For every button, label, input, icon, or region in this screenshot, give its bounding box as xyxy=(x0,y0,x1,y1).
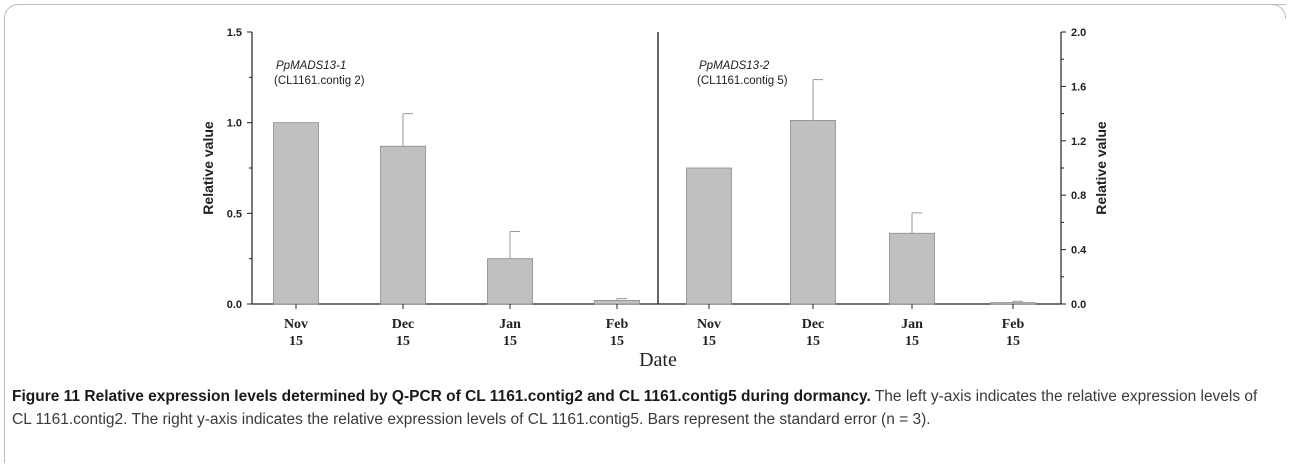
x-tick-label-day: 15 xyxy=(905,334,919,349)
x-tick-label: Feb xyxy=(606,317,629,332)
bar xyxy=(790,120,836,305)
y-tick-label: 2.0 xyxy=(1071,27,1086,39)
left-y-axis-label: Relative value xyxy=(200,121,216,215)
x-tick-label: Jan xyxy=(499,317,521,332)
y-tick-label: 0.8 xyxy=(1071,190,1086,202)
expression-bar-chart: 0.0 0.5 1.0 1.5 Relative value Nov 15 Dec 15 Jan 1… xyxy=(200,27,1109,371)
contig-annotation: (CL1161.contig 5) xyxy=(697,75,788,87)
x-tick-label: Dec xyxy=(392,317,415,332)
y-tick-label: 0.0 xyxy=(227,299,242,311)
y-tick-label: 0.4 xyxy=(1071,245,1087,257)
gene-annotation: PpMADS13-1 xyxy=(276,60,346,72)
x-tick-label-day: 15 xyxy=(806,334,820,349)
contig-annotation: (CL1161.contig 2) xyxy=(274,75,365,87)
x-axis-label: Date xyxy=(639,349,677,371)
x-tick-label: Feb xyxy=(1002,317,1025,332)
bar xyxy=(380,145,426,305)
x-tick-label: Nov xyxy=(697,317,721,332)
x-tick-label-day: 15 xyxy=(503,334,517,349)
bar xyxy=(686,167,732,305)
figure-caption: Figure 11 Relative expression levels det… xyxy=(12,385,1278,431)
x-tick-label: Nov xyxy=(284,317,308,332)
y-tick-label: 0.5 xyxy=(227,208,242,220)
y-tick-label: 0.0 xyxy=(1071,299,1086,311)
y-tick-label: 1.6 xyxy=(1071,81,1086,93)
y-tick-label: 1.0 xyxy=(227,118,242,130)
figure-title: Relative expression levels determined by… xyxy=(84,388,871,405)
bar xyxy=(889,232,935,305)
x-tick-label-day: 15 xyxy=(396,334,410,349)
bar xyxy=(273,122,319,305)
bar xyxy=(594,299,640,305)
x-tick-label-day: 15 xyxy=(1006,334,1020,349)
x-tick-label: Dec xyxy=(802,317,825,332)
figure-caption-body: The left y-axis indicates the relative e… xyxy=(12,388,1258,428)
gene-annotation: PpMADS13-2 xyxy=(699,60,770,72)
y-tick-label: 1.2 xyxy=(1071,136,1086,148)
x-tick-label-day: 15 xyxy=(610,334,624,349)
y-tick-label: 1.5 xyxy=(227,27,242,39)
right-y-axis-label: Relative value xyxy=(1093,121,1109,215)
x-tick-label: Jan xyxy=(901,317,923,332)
x-tick-label-day: 15 xyxy=(702,334,716,349)
bar xyxy=(487,258,533,305)
figure-frame xyxy=(4,4,1286,463)
x-tick-label-day: 15 xyxy=(289,334,303,349)
figure-number: Figure 11 xyxy=(12,388,81,405)
bar xyxy=(990,302,1036,305)
